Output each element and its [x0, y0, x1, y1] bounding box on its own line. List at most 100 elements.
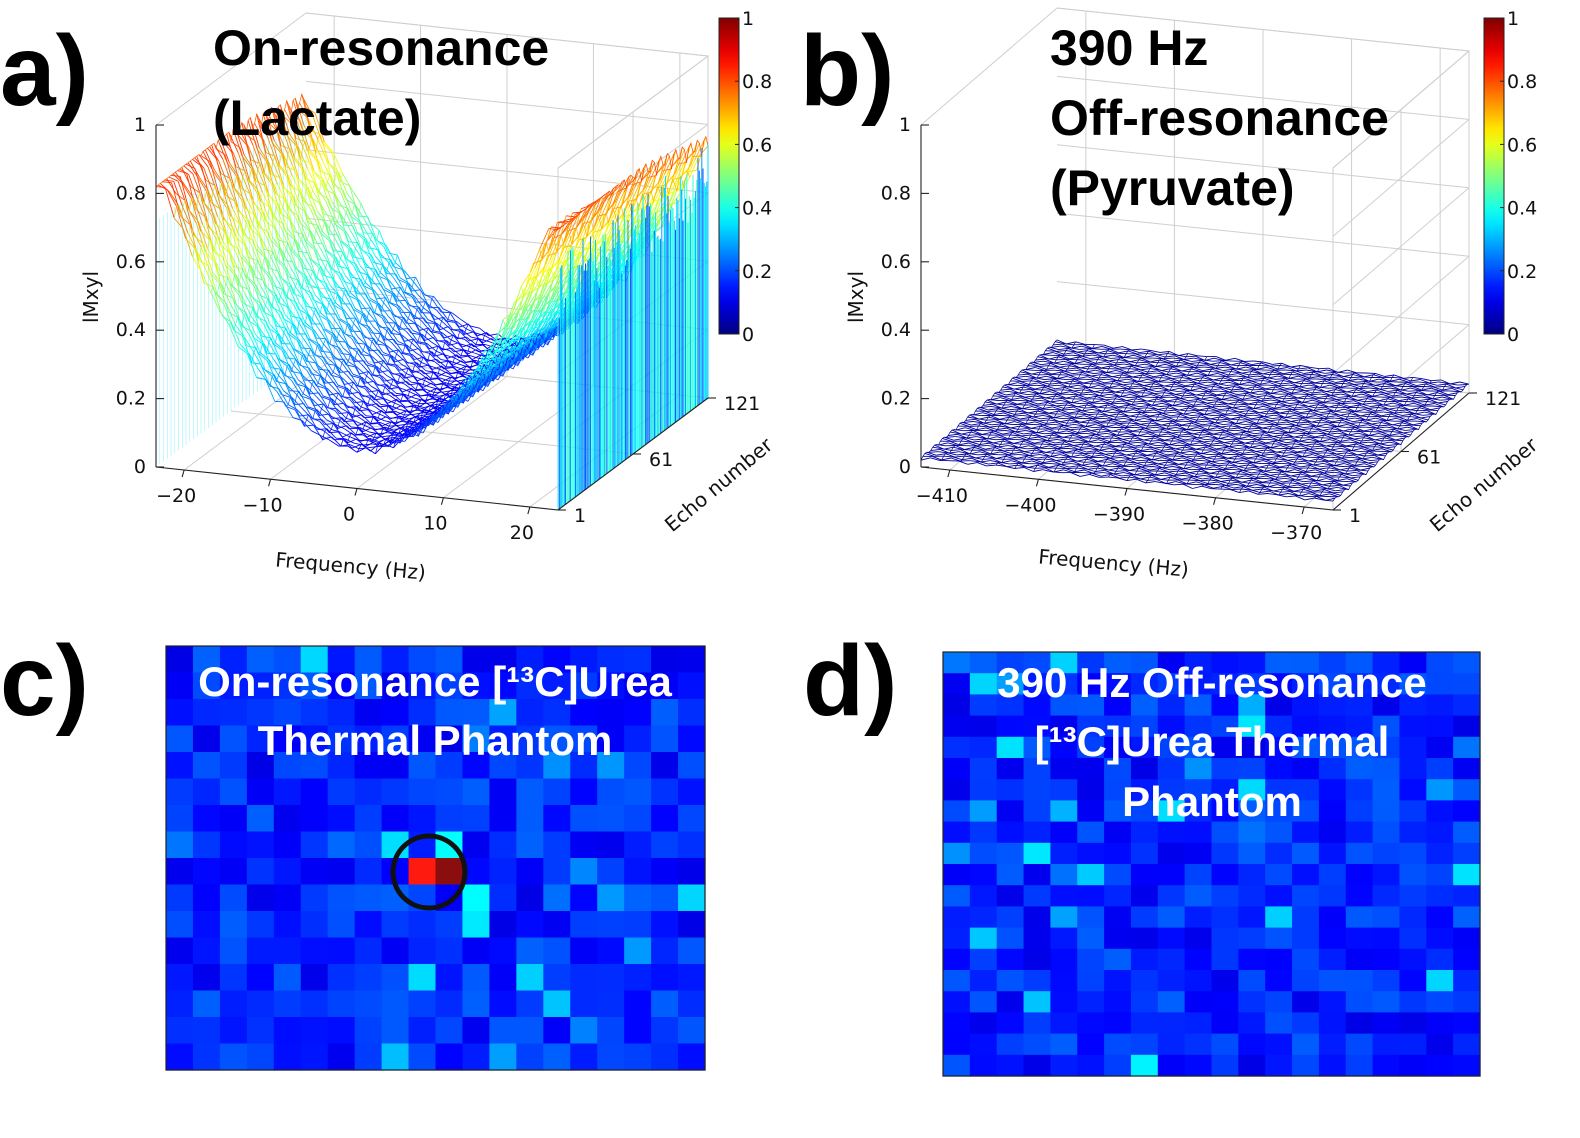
- surface-mesh-segment: [366, 274, 377, 300]
- surface-mesh-segment: [376, 395, 386, 400]
- surface-mesh-segment: [1130, 385, 1140, 388]
- surface-mesh-segment: [409, 312, 420, 331]
- surface-mesh-segment: [624, 187, 636, 211]
- surface-mesh-segment: [1226, 384, 1236, 386]
- surface-mesh-segment: [448, 372, 458, 375]
- surface-mesh-segment: [338, 347, 349, 362]
- surface-mesh-segment: [1192, 386, 1202, 388]
- surface-mesh-segment: [379, 252, 390, 263]
- surface-mesh-segment: [1295, 406, 1305, 409]
- surface-mesh-segment: [446, 379, 457, 387]
- surface-mesh-segment: [246, 144, 257, 182]
- surface-mesh-segment: [1341, 411, 1352, 413]
- surface-mesh-segment: [382, 288, 393, 295]
- surface-mesh-segment: [357, 428, 368, 438]
- surface-mesh-segment: [433, 353, 444, 357]
- surface-mesh-segment: [319, 312, 330, 321]
- surface-mesh-segment: [356, 206, 367, 222]
- surface-mesh-segment: [609, 194, 621, 218]
- z-tick-label: 0.2: [116, 388, 146, 410]
- surface-mesh-segment: [404, 338, 414, 342]
- surface-mesh-segment: [1362, 376, 1372, 378]
- surface-mesh-segment: [365, 293, 376, 314]
- surface-mesh-segment: [468, 364, 478, 368]
- surface-mesh-segment: [342, 190, 353, 214]
- surface-mesh-segment: [291, 123, 302, 160]
- surface-mesh-segment: [1070, 374, 1081, 376]
- surface-mesh-segment: [1051, 345, 1061, 348]
- surface-mesh-segment: [1229, 364, 1239, 367]
- surface-mesh-segment: [1282, 399, 1292, 403]
- surface-mesh-segment: [332, 152, 343, 174]
- surface-mesh-segment: [1159, 351, 1170, 353]
- surface-mesh-segment: [414, 323, 425, 341]
- surface-mesh-segment: [384, 378, 394, 382]
- surface-mesh-segment: [403, 375, 414, 379]
- surface-mesh-segment: [380, 404, 391, 407]
- surface-mesh-segment: [336, 294, 347, 319]
- surface-mesh-segment: [1417, 401, 1428, 403]
- surface-mesh-segment: [1287, 404, 1298, 407]
- surface-mesh-segment: [476, 349, 486, 357]
- surface-mesh-segment: [1197, 355, 1207, 358]
- surface-mesh-segment: [1414, 420, 1425, 423]
- surface-mesh-segment: [659, 155, 670, 181]
- surface-mesh-segment: [387, 398, 397, 404]
- surface-mesh-segment: [284, 198, 295, 232]
- surface-mesh-segment: [634, 167, 645, 188]
- surface-mesh-segment: [479, 327, 489, 336]
- surface-mesh-segment: [393, 293, 404, 307]
- surface-mesh-segment: [1046, 367, 1056, 370]
- surface-mesh-segment: [1315, 406, 1326, 409]
- surface-mesh-segment: [293, 126, 304, 147]
- surface-mesh-segment: [424, 379, 434, 386]
- surface-mesh-segment: [447, 354, 457, 359]
- surface-mesh-segment: [1116, 361, 1126, 364]
- surface-mesh-segment: [1393, 439, 1403, 442]
- surface-mesh-segment: [305, 189, 316, 216]
- surface-mesh-segment: [1217, 419, 1228, 421]
- panel-a-title-line-1: On-resonance: [213, 20, 549, 76]
- surface-mesh-segment: [375, 269, 386, 289]
- surface-mesh-segment: [369, 349, 379, 352]
- colorbar-tick-label: 0.2: [742, 261, 772, 283]
- surface-mesh-segment: [1459, 381, 1470, 385]
- surface-mesh-segment: [1039, 391, 1050, 395]
- surface-mesh-segment: [261, 238, 272, 257]
- surface-mesh-segment: [1405, 429, 1415, 431]
- surface-mesh-segment: [486, 332, 496, 340]
- surface-mesh-segment: [318, 192, 329, 200]
- surface-mesh-segment: [1303, 426, 1314, 429]
- surface-mesh-segment: [669, 167, 681, 188]
- surface-mesh-segment: [349, 185, 360, 217]
- surface-mesh-segment: [467, 323, 478, 337]
- surface-mesh-segment: [1045, 350, 1055, 352]
- surface-mesh-segment: [435, 371, 445, 377]
- surface-mesh-segment: [429, 312, 440, 331]
- surface-mesh-segment: [383, 316, 394, 330]
- surface-mesh-segment: [1390, 378, 1400, 382]
- surface-mesh-segment: [1075, 387, 1086, 390]
- surface-mesh-segment: [439, 333, 450, 346]
- surface-mesh-segment: [1208, 372, 1218, 376]
- surface-mesh-segment: [308, 119, 319, 140]
- surface-mesh-segment: [266, 257, 277, 278]
- surface-mesh-segment: [383, 434, 393, 438]
- surface-mesh-segment: [263, 257, 274, 286]
- surface-mesh-segment: [454, 322, 465, 335]
- surface-mesh-segment: [390, 405, 400, 410]
- surface-mesh-segment: [239, 223, 250, 258]
- surface-mesh-segment: [1158, 379, 1169, 382]
- surface-mesh-segment: [401, 319, 412, 334]
- surface-mesh-segment: [457, 336, 467, 340]
- surface-mesh-segment: [411, 296, 422, 313]
- surface-mesh-segment: [1407, 418, 1417, 421]
- surface-mesh-segment: [480, 338, 490, 343]
- surface-mesh-segment: [348, 241, 358, 244]
- surface-mesh-segment: [400, 399, 411, 402]
- surface-mesh-segment: [1102, 391, 1112, 394]
- surface-mesh-segment: [1293, 408, 1303, 411]
- surface-mesh-segment: [301, 94, 312, 132]
- surface-mesh-segment: [303, 277, 314, 300]
- surface-mesh-segment: [405, 361, 415, 366]
